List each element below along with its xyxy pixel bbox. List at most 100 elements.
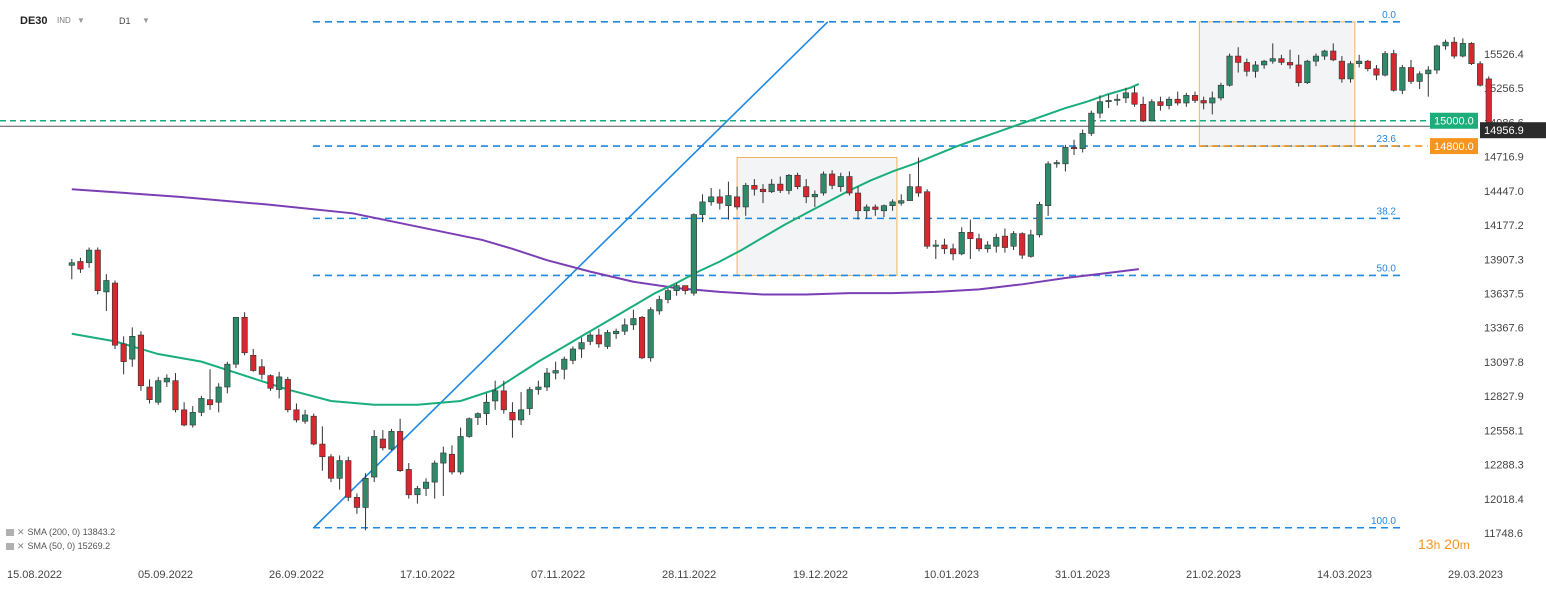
candle	[941, 238, 948, 254]
candle-body	[1114, 98, 1121, 101]
sma50-legend[interactable]: ✕ SMA (50, 0) 15269.2	[6, 541, 110, 552]
candle	[379, 430, 386, 451]
candle	[310, 413, 317, 446]
candle	[1062, 144, 1069, 172]
x-tick-label: 31.01.2023	[1055, 569, 1110, 581]
timeframe-label[interactable]: D1	[119, 16, 131, 26]
candle-body	[535, 386, 542, 390]
candle	[1459, 38, 1466, 58]
candle	[1079, 129, 1086, 153]
candle	[111, 280, 119, 349]
candle-body	[509, 412, 516, 421]
candle-body	[1174, 98, 1181, 104]
close-icon[interactable]: ✕	[17, 527, 25, 537]
timer-hours: 13	[1418, 536, 1434, 552]
candle	[206, 369, 214, 410]
candle	[1373, 64, 1380, 81]
candle	[699, 194, 706, 223]
level-15000-badge-text: 15000.0	[1434, 116, 1474, 128]
candle	[267, 374, 274, 391]
candle-body	[129, 335, 136, 360]
candle	[967, 219, 974, 259]
candle	[1286, 49, 1294, 69]
candle	[932, 239, 939, 259]
candle-body	[1010, 233, 1017, 247]
settings-icon[interactable]	[6, 543, 14, 551]
candle	[794, 172, 801, 190]
candle-body	[1105, 100, 1112, 103]
candle	[448, 445, 456, 475]
candle	[1382, 51, 1389, 77]
x-tick-label: 14.03.2023	[1317, 569, 1372, 581]
candle-body	[1036, 204, 1043, 236]
sma50-value: 15269.2	[77, 541, 111, 551]
candle-body	[872, 206, 879, 210]
candle-body	[293, 409, 300, 421]
candle	[1261, 59, 1268, 69]
candle-body	[1477, 63, 1484, 86]
candle	[820, 171, 827, 196]
candle	[1140, 96, 1147, 123]
candle	[690, 213, 697, 296]
candle-body	[440, 452, 447, 464]
candle-body	[1278, 58, 1285, 63]
candle	[1451, 37, 1458, 59]
candle	[388, 428, 395, 451]
candle-body	[734, 196, 741, 208]
candle	[1278, 54, 1285, 65]
candle	[673, 283, 680, 296]
candle-body	[206, 399, 214, 406]
candle-body	[1304, 60, 1311, 84]
candle	[526, 387, 533, 415]
candle-body	[250, 355, 257, 371]
candle-body	[1217, 84, 1224, 99]
candle	[215, 383, 222, 413]
close-icon[interactable]: ✕	[17, 541, 25, 551]
candle-body	[578, 342, 585, 350]
chart-header: DE30 IND ▼ D1 ▼	[0, 0, 1546, 40]
candle	[198, 395, 205, 417]
candle	[552, 361, 559, 380]
candle-body	[284, 379, 291, 411]
candle	[725, 181, 732, 220]
candle-body	[699, 201, 706, 215]
x-tick-label: 29.03.2023	[1448, 569, 1503, 581]
candle-body	[1019, 233, 1026, 256]
candle	[1148, 99, 1155, 122]
candle-body	[587, 334, 594, 342]
y-tick-label: 12018.4	[1484, 494, 1524, 506]
candle-body	[1364, 60, 1371, 70]
candle-body	[1407, 67, 1415, 82]
candle	[924, 189, 931, 249]
candle-body	[181, 409, 188, 426]
candle	[543, 367, 551, 391]
candle-body	[647, 309, 654, 359]
instrument-class-label[interactable]: IND	[57, 16, 71, 25]
timeframe-dropdown-icon[interactable]: ▼	[142, 16, 150, 25]
candle	[906, 173, 913, 201]
y-tick-label: 14177.2	[1484, 220, 1524, 232]
candle	[258, 359, 265, 380]
candle-body	[543, 372, 551, 388]
symbol-label[interactable]: DE30	[20, 15, 48, 27]
candle	[1105, 94, 1112, 109]
candle	[457, 427, 464, 475]
candle	[1312, 53, 1320, 67]
sma200-legend[interactable]: ✕ SMA (200, 0) 13843.2	[6, 527, 115, 538]
class-dropdown-icon[interactable]: ▼	[77, 16, 85, 25]
candle	[1027, 229, 1034, 258]
candle	[362, 473, 369, 531]
candle-body	[86, 249, 93, 264]
candle-body	[163, 377, 170, 383]
settings-icon[interactable]	[6, 529, 14, 537]
candle	[483, 393, 490, 426]
candle	[1001, 228, 1008, 253]
candle	[1243, 58, 1250, 77]
candle	[129, 327, 136, 367]
level-14800-badge: 14800.0	[1430, 138, 1478, 155]
candle	[915, 157, 922, 197]
candle	[1131, 86, 1138, 107]
candle	[1304, 59, 1311, 84]
candle	[656, 295, 663, 315]
